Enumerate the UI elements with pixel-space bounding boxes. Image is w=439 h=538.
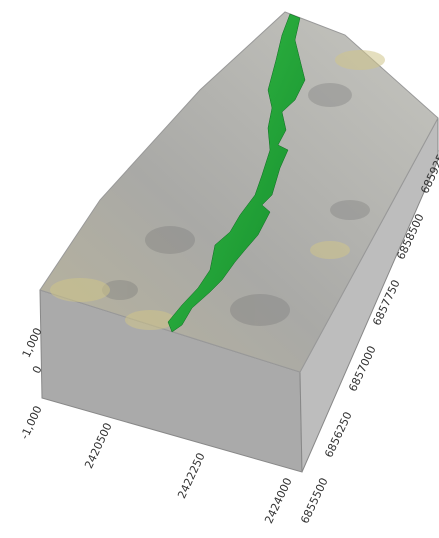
axis-label: 6856250 — [322, 410, 354, 460]
axis-label: 6855500 — [298, 476, 330, 526]
terrain-shading — [102, 83, 370, 326]
green-body — [167, 13, 306, 333]
axis-label: -1,000 — [18, 404, 45, 442]
terrain-surface — [39, 11, 439, 373]
terrain-patches — [50, 50, 385, 330]
axis-label: 2424000 — [262, 476, 294, 526]
axis-label: 0 — [30, 364, 45, 376]
axis-label: 2422250 — [175, 451, 207, 501]
axis-label: 2420500 — [82, 421, 114, 471]
